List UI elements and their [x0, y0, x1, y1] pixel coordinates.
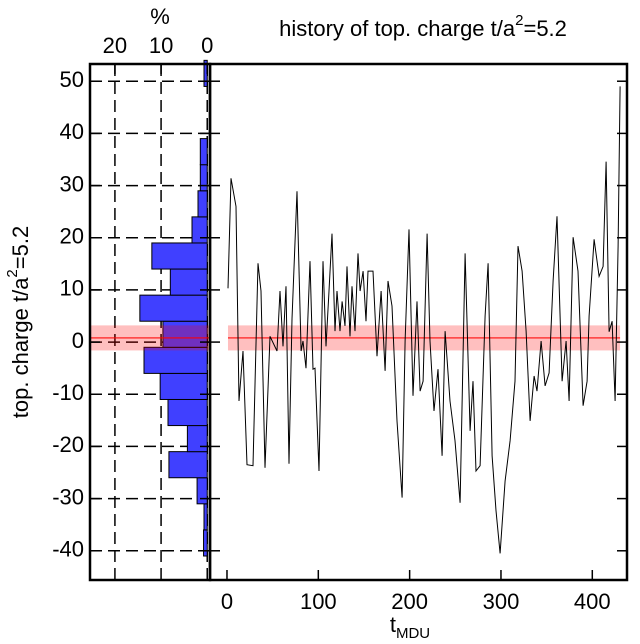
ylabel-rest: =5.2 — [8, 226, 33, 269]
hist-bar — [199, 138, 208, 166]
hist-bar — [199, 164, 208, 192]
hist-bar — [203, 503, 208, 531]
y-tick-label: -30 — [52, 484, 84, 509]
y-tick-label: -10 — [52, 380, 84, 405]
x-tick-label: 300 — [483, 589, 520, 614]
y-tick-label: -40 — [52, 537, 84, 562]
hist-tick-label: 0 — [201, 33, 213, 58]
hist-tick-label: 20 — [103, 33, 127, 58]
y-tick-label: 40 — [60, 119, 84, 144]
hist-bar — [167, 398, 208, 427]
y-tick-label: 10 — [60, 276, 84, 301]
y-tick-label: 0 — [72, 328, 84, 353]
title-main: history of top. charge t/a — [279, 16, 516, 41]
hist-bar — [143, 346, 208, 374]
title-rest: =5.2 — [523, 16, 566, 41]
title-sup: 2 — [515, 12, 523, 29]
hist-x-label: % — [150, 4, 170, 29]
hist-bar — [186, 425, 208, 453]
hist-bar — [196, 477, 208, 505]
y-tick-label: 30 — [60, 171, 84, 196]
x-tick-label: 0 — [221, 589, 233, 614]
xlabel-main: t — [390, 612, 396, 637]
x-tick-label: 200 — [391, 589, 428, 614]
hist-bar — [139, 294, 208, 322]
chart-title: history of top. charge t/a2=5.2 — [279, 12, 567, 41]
x-tick-label: 100 — [300, 589, 337, 614]
hist-bar — [162, 320, 208, 348]
ylabel-main: top. charge t/a — [8, 277, 33, 418]
x-tick-label: 400 — [574, 589, 611, 614]
hist-bar — [159, 372, 208, 400]
hist-bar — [151, 242, 208, 270]
plot-frame — [208, 62, 629, 582]
hist-bar — [191, 216, 208, 244]
x-axis-label: tMDU — [390, 612, 430, 642]
y-tick-label: 20 — [60, 224, 84, 249]
xlabel-sub: MDU — [396, 625, 430, 642]
y-axis-label: top. charge t/a2=5.2 — [4, 226, 33, 418]
hist-bar — [203, 529, 208, 557]
series-line — [227, 86, 621, 554]
hist-tick-label: 10 — [149, 33, 173, 58]
hist-bar — [197, 190, 208, 218]
y-tick-label: -20 — [52, 432, 84, 457]
ylabel-sup: 2 — [4, 269, 21, 277]
hist-bar — [169, 268, 208, 296]
hist-bar — [168, 451, 208, 479]
y-tick-label: 50 — [60, 67, 84, 92]
